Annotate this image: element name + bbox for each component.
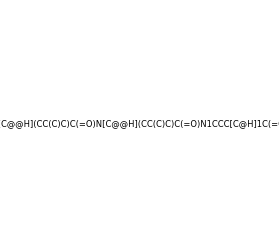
Text: NCC(=O)N[C@@H](CC(C)C)C(=O)N[C@@H](CC(C)C)C(=O)N1CCC[C@H]1C(=O)NCC(=O)O: NCC(=O)N[C@@H](CC(C)C)C(=O)N[C@@H](CC(C)… — [0, 119, 279, 128]
